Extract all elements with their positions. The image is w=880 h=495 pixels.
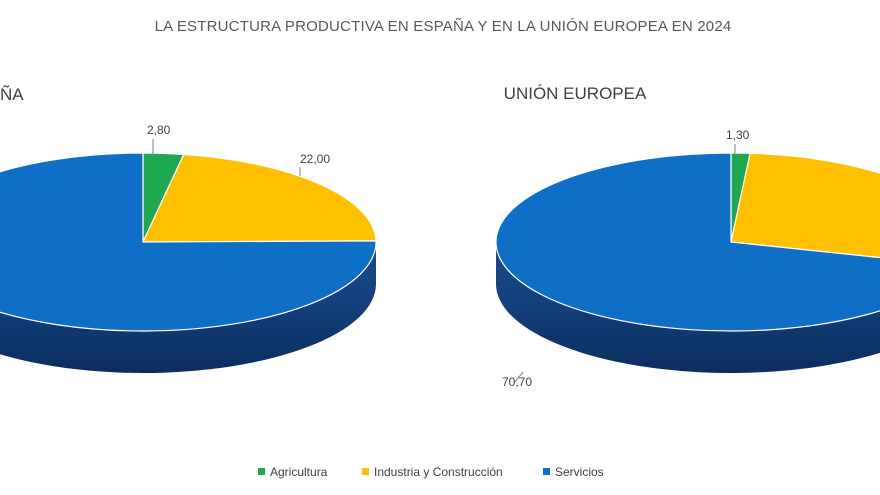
slice-side-servicios: [496, 242, 880, 373]
legend-swatch: [258, 468, 265, 475]
legend-label: Servicios: [555, 465, 604, 479]
legend: Agricultura Industria y Construcción Servi…: [258, 465, 604, 479]
slice-servicios: [0, 152, 377, 332]
slice-industria-y-construcci-n: [730, 152, 880, 259]
pie-title: UNIÓN EUROPEA: [504, 84, 647, 103]
pies-layer: ÑA 2,80 22,00 UNIÓN EUROPEA 1,30 70,70: [0, 84, 880, 389]
data-label: 22,00: [300, 152, 330, 166]
legend-label: Industria y Construcción: [374, 465, 503, 479]
leader-line: [513, 371, 524, 384]
pie-union-europea: UNIÓN EUROPEA 1,30 70,70: [495, 84, 880, 389]
slice-servicios: [495, 152, 880, 332]
chart-title: LA ESTRUCTURA PRODUCTIVA EN ESPAÑA Y EN …: [155, 18, 732, 35]
slice-side-servicios: [0, 242, 376, 373]
legend-label: Agricultura: [270, 465, 328, 479]
slice-industria-y-construcci-n: [142, 153, 377, 243]
legend-swatch: [362, 468, 369, 475]
pie-espana: ÑA 2,80 22,00: [0, 85, 377, 373]
pie-title: ÑA: [0, 85, 24, 104]
data-label: 1,30: [726, 128, 750, 142]
legend-swatch: [543, 468, 550, 475]
data-label: 70,70: [502, 375, 532, 389]
data-label: 2,80: [147, 123, 171, 137]
